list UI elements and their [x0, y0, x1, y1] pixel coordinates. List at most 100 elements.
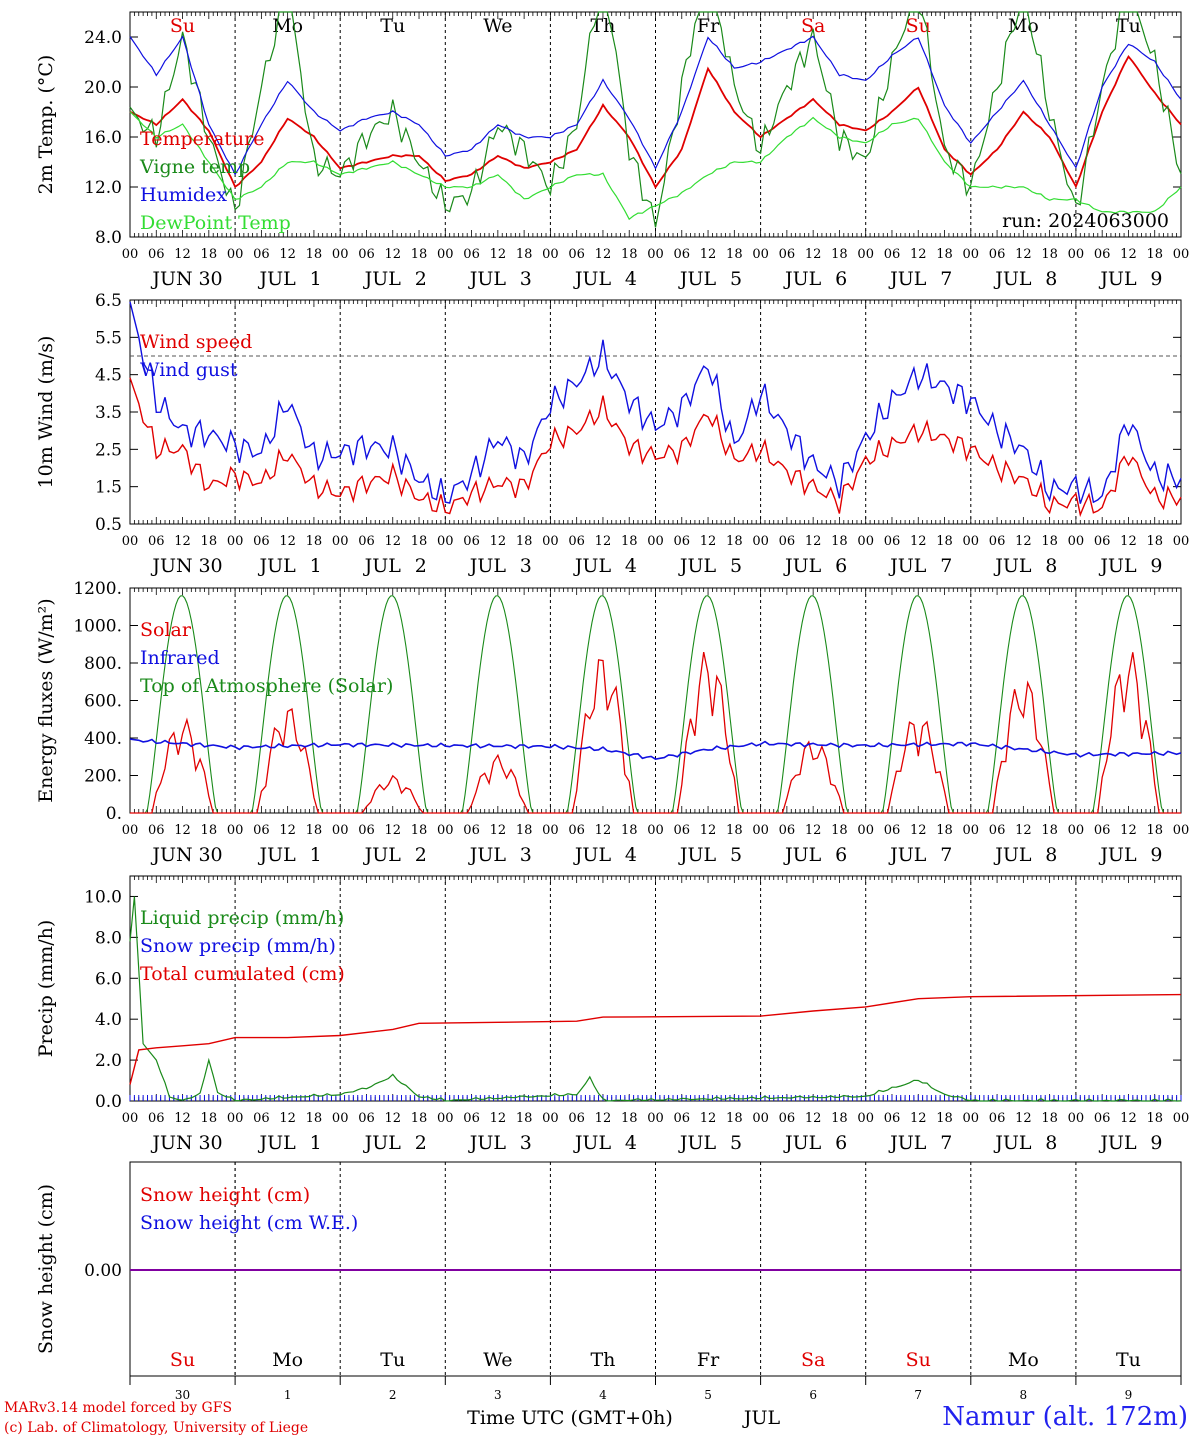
hour-label: 18	[201, 823, 218, 838]
weekday-label: Mo	[1008, 15, 1039, 37]
date-day-label: 6	[835, 268, 847, 290]
hour-label: 00	[647, 247, 664, 262]
date-month-label: JUL	[573, 1132, 612, 1154]
hour-label: 18	[831, 1111, 848, 1126]
date-month-label: JUL	[573, 555, 612, 577]
lab-credit: (c) Lab. of Climatology, University of L…	[4, 1420, 309, 1436]
hour-label: 18	[411, 247, 428, 262]
y-tick-label: 8.0	[95, 228, 122, 248]
hour-label: 18	[1146, 247, 1163, 262]
date-day-label: 6	[835, 844, 847, 866]
hour-label: 18	[516, 534, 533, 549]
hour-label: 18	[201, 247, 218, 262]
hour-label: 12	[174, 823, 191, 838]
hour-label: 18	[411, 823, 428, 838]
hour-label: 12	[279, 823, 296, 838]
hour-label: 06	[463, 247, 480, 262]
hour-label: 06	[568, 1111, 585, 1126]
bottom-day-number: 5	[704, 1388, 712, 1402]
bottom-day-number: 4	[599, 1388, 607, 1402]
y-tick-label: 6.0	[95, 969, 122, 989]
hour-label: 18	[726, 247, 743, 262]
date-month-label: JUL	[1098, 844, 1137, 866]
hour-label: 18	[726, 534, 743, 549]
y-tick-label: 3.5	[95, 403, 122, 423]
date-month-label: JUL	[363, 1132, 402, 1154]
hour-label: 06	[989, 247, 1006, 262]
date-day-label: 7	[940, 268, 952, 290]
legend-humidex: Humidex	[140, 184, 227, 206]
hour-label: 00	[963, 823, 980, 838]
hour-label: 06	[779, 1111, 796, 1126]
date-month-label: JUL	[258, 268, 297, 290]
hour-label: 12	[1120, 1111, 1137, 1126]
hour-label: 00	[647, 1111, 664, 1126]
time-axis-title: Time UTC (GMT+0h)	[467, 1407, 673, 1429]
date-month-label: JUL	[258, 844, 297, 866]
panel-frame	[129, 299, 1182, 525]
y-tick-label: 5.5	[95, 328, 122, 348]
hour-label: 06	[1094, 1111, 1111, 1126]
date-month-label: JUN	[150, 555, 192, 577]
legend-snow-precip-mm-h: Snow precip (mm/h)	[140, 935, 336, 957]
legend-temperature: Temperature	[140, 128, 264, 150]
y-tick-label: 4.0	[95, 1010, 122, 1030]
hour-label: 06	[463, 534, 480, 549]
legend-wind-speed: Wind speed	[140, 331, 252, 353]
date-day-label: 30	[198, 268, 222, 290]
hour-label: 12	[384, 1111, 401, 1126]
series-total-cumulated	[129, 993, 1182, 1085]
date-day-label: 8	[1045, 844, 1057, 866]
date-month-label: JUL	[468, 1132, 507, 1154]
hour-label: 06	[674, 823, 691, 838]
hour-label: 00	[857, 247, 874, 262]
date-day-label: 5	[730, 844, 742, 866]
series-temperature	[129, 55, 1182, 189]
hour-label: 18	[936, 1111, 953, 1126]
hour-label: 06	[884, 534, 901, 549]
date-day-label: 3	[520, 1132, 532, 1154]
hour-label: 00	[122, 1111, 139, 1126]
bottom-day-number: 2	[389, 1388, 397, 1402]
model-credit: MARv3.14 model forced by GFS	[4, 1400, 233, 1416]
legend-infrared: Infrared	[140, 647, 220, 669]
hour-label: 06	[148, 534, 165, 549]
hour-label: 06	[253, 247, 270, 262]
hour-label: 06	[253, 1111, 270, 1126]
date-month-label: JUL	[888, 555, 927, 577]
date-day-label: 9	[1150, 268, 1162, 290]
y-tick-label: 1000.	[73, 617, 122, 637]
run-label: run: 2024063000	[1002, 210, 1169, 232]
hour-label: 12	[490, 247, 507, 262]
hour-label: 12	[700, 534, 717, 549]
weekday-label-bottom: Sa	[801, 1349, 825, 1371]
date-day-label: 30	[198, 844, 222, 866]
y-tick-label: 20.0	[84, 78, 122, 98]
hour-label: 00	[332, 823, 349, 838]
hour-label: 12	[490, 534, 507, 549]
station-name: Namur (alt. 172m)	[942, 1402, 1188, 1432]
hour-label: 12	[490, 823, 507, 838]
hour-label: 06	[779, 823, 796, 838]
hour-label: 06	[1094, 534, 1111, 549]
hour-label: 06	[884, 1111, 901, 1126]
date-day-label: 7	[940, 1132, 952, 1154]
hour-label: 12	[805, 534, 822, 549]
hour-label: 18	[936, 247, 953, 262]
y-tick-label: 6.5	[95, 291, 122, 311]
hour-label: 18	[1146, 823, 1163, 838]
hour-label: 18	[831, 247, 848, 262]
hour-label: 00	[227, 534, 244, 549]
date-month-label: JUL	[678, 268, 717, 290]
date-day-label: 8	[1045, 1132, 1057, 1154]
bottom-day-number: 30	[175, 1388, 190, 1402]
y-axis-label: 10m Wind (m/s)	[35, 336, 57, 489]
weekday-label-bottom: Mo	[1008, 1349, 1039, 1371]
hour-label: 06	[253, 823, 270, 838]
hour-label: 12	[910, 534, 927, 549]
date-month-label: JUL	[1098, 268, 1137, 290]
hour-label: 00	[437, 823, 454, 838]
hour-label: 18	[411, 1111, 428, 1126]
hour-label: 00	[752, 823, 769, 838]
